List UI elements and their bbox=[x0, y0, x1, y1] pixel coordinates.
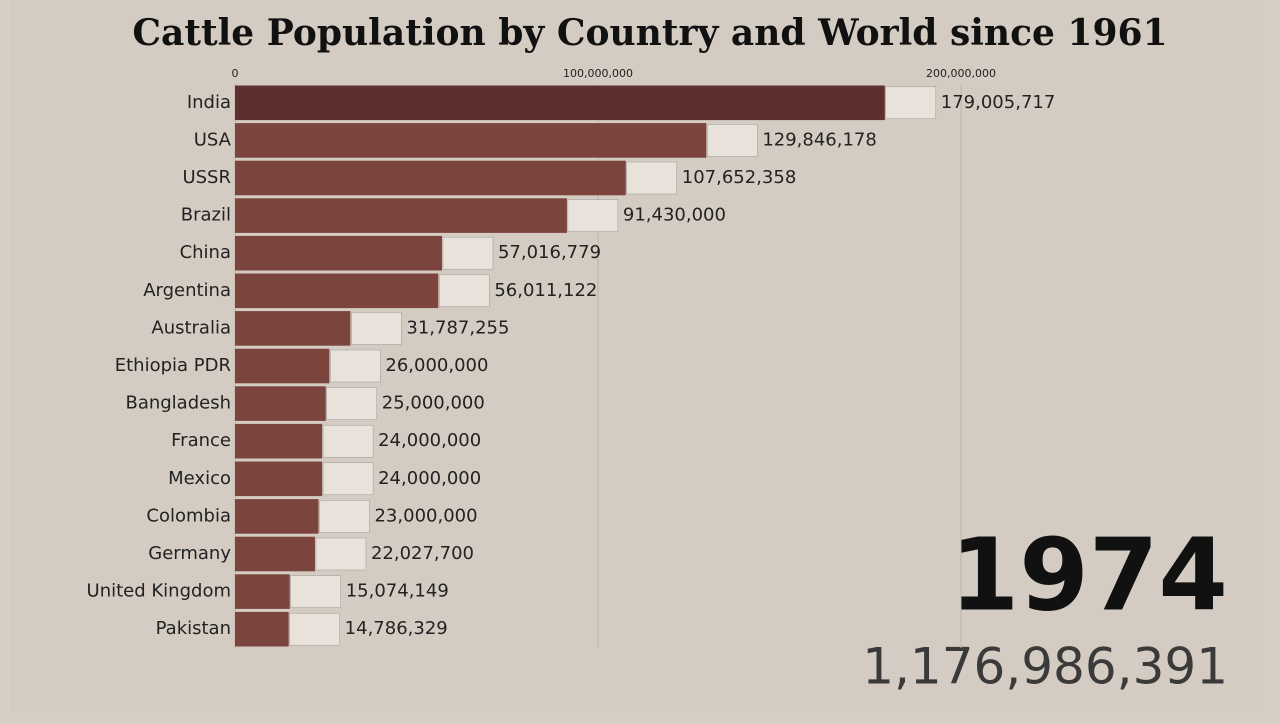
value-label: 24,000,000 bbox=[378, 468, 481, 489]
x-tick-label: 200,000,000 bbox=[926, 67, 996, 80]
bar bbox=[235, 423, 323, 459]
value-label: 24,000,000 bbox=[378, 430, 481, 451]
y-tick-label: Mexico bbox=[168, 468, 231, 489]
value-label: 107,652,358 bbox=[682, 167, 797, 188]
bar bbox=[235, 611, 289, 647]
y-tick-label: Colombia bbox=[146, 505, 231, 526]
value-label: 57,016,779 bbox=[498, 242, 601, 263]
flag bbox=[322, 462, 374, 496]
y-tick-label: USA bbox=[194, 129, 232, 150]
bar bbox=[235, 198, 567, 233]
x-tick-label: 100,000,000 bbox=[563, 67, 633, 80]
y-tick-label: Brazil bbox=[181, 205, 231, 226]
bar bbox=[235, 348, 330, 384]
bar bbox=[235, 574, 290, 609]
value-label: 14,786,329 bbox=[345, 618, 448, 639]
y-tick-label: France bbox=[171, 430, 231, 451]
bar bbox=[235, 499, 319, 534]
y-tick-label: China bbox=[180, 242, 231, 263]
flag bbox=[439, 274, 490, 308]
y-tick-label: Ethiopia PDR bbox=[115, 355, 231, 376]
flag bbox=[567, 199, 619, 232]
flag bbox=[322, 424, 374, 458]
x-tick-label: 0 bbox=[232, 67, 239, 80]
flag bbox=[442, 236, 494, 270]
y-tick-label: USSR bbox=[182, 167, 231, 188]
value-label: 129,846,178 bbox=[762, 129, 877, 150]
value-label: 15,074,149 bbox=[346, 581, 449, 602]
y-tick-label: Australia bbox=[151, 317, 231, 338]
flag bbox=[626, 161, 678, 195]
value-label: 91,430,000 bbox=[623, 205, 726, 226]
bar bbox=[235, 123, 707, 158]
bar bbox=[235, 235, 442, 271]
y-tick-label: Germany bbox=[148, 543, 231, 564]
flag bbox=[326, 387, 377, 420]
value-label: 31,787,255 bbox=[406, 317, 509, 338]
chart-title: Cattle Population by Country and World s… bbox=[132, 12, 1167, 54]
flag bbox=[351, 312, 402, 345]
value-label: 23,000,000 bbox=[374, 505, 477, 526]
value-label: 25,000,000 bbox=[382, 393, 485, 414]
flag bbox=[289, 612, 340, 646]
bar bbox=[235, 461, 323, 497]
y-tick-label: Pakistan bbox=[156, 618, 231, 639]
y-tick-label: Bangladesh bbox=[125, 393, 231, 414]
flag bbox=[290, 575, 341, 608]
flag bbox=[707, 124, 758, 157]
year-label: 1974 bbox=[950, 516, 1228, 633]
flag bbox=[330, 349, 381, 383]
bar bbox=[235, 536, 315, 572]
y-tick-label: United Kingdom bbox=[87, 581, 231, 602]
value-label: 26,000,000 bbox=[385, 355, 488, 376]
bar bbox=[235, 273, 439, 309]
y-tick-label: India bbox=[187, 92, 231, 113]
flag bbox=[319, 500, 370, 533]
flag bbox=[315, 537, 367, 571]
value-label: 22,027,700 bbox=[371, 543, 474, 564]
flag bbox=[885, 86, 937, 120]
bar bbox=[235, 386, 326, 421]
y-tick-label: Argentina bbox=[143, 280, 231, 301]
bar bbox=[235, 311, 351, 346]
value-label: 56,011,122 bbox=[494, 280, 597, 301]
bar bbox=[235, 85, 885, 121]
value-label: 179,005,717 bbox=[941, 92, 1056, 113]
total-label: 1,176,986,391 bbox=[862, 638, 1228, 696]
bar bbox=[235, 160, 626, 196]
